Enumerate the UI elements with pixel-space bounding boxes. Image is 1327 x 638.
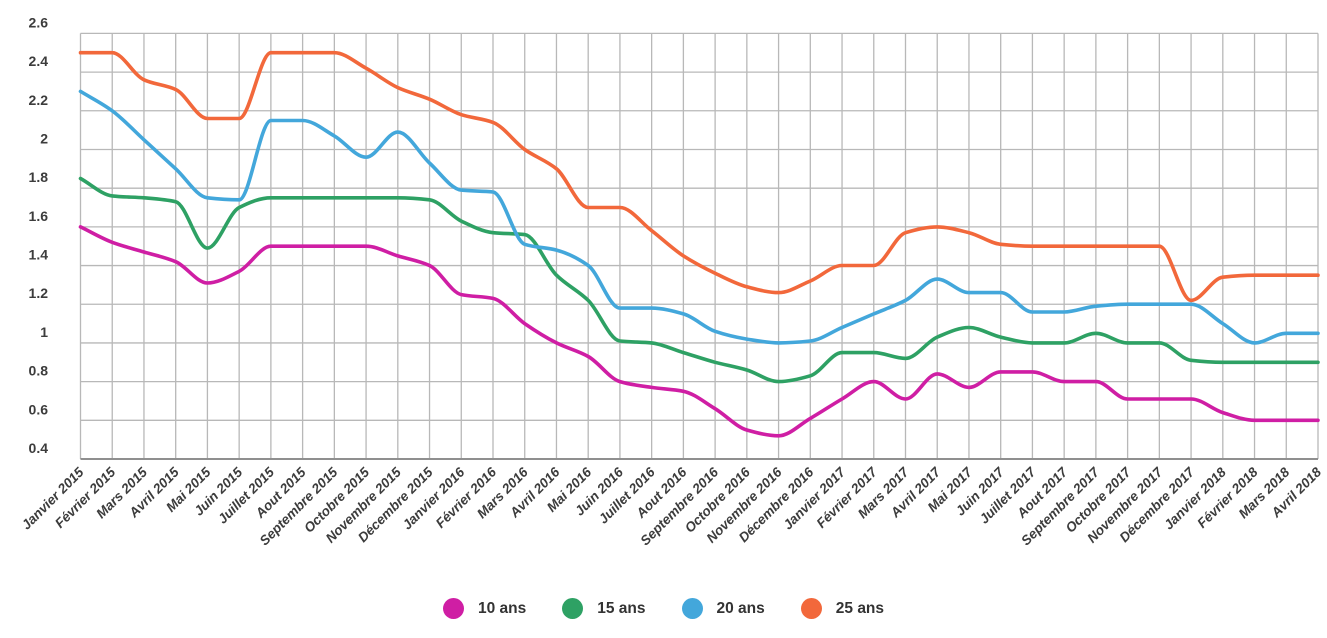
y-axis-tick-label: 1.2 xyxy=(29,285,49,301)
y-axis-tick-label: 2 xyxy=(40,130,48,146)
chart-legend: 10 ans 15 ans 20 ans 25 ans xyxy=(0,598,1327,619)
legend-label-10-ans: 10 ans xyxy=(477,599,527,617)
y-axis-tick-label: 0.8 xyxy=(29,363,49,379)
y-axis-tick-label: 2.6 xyxy=(29,14,49,30)
legend-label-20-ans: 20 ans xyxy=(716,599,765,617)
y-axis-tick-label: 0.6 xyxy=(29,401,49,417)
legend-item-10-ans[interactable]: 10 ans xyxy=(442,598,527,619)
y-axis-tick-label: 2.4 xyxy=(29,53,49,69)
legend-item-15-ans[interactable]: 15 ans xyxy=(562,598,646,619)
y-axis-tick-label: 1 xyxy=(40,324,48,340)
legend-item-25-ans[interactable]: 25 ans xyxy=(800,598,885,619)
series-line-15-ans xyxy=(78,176,1320,384)
y-axis-tick-label: 1.8 xyxy=(29,169,49,185)
legend-label-25-ans: 25 ans xyxy=(835,599,885,617)
legend-label-15-ans: 15 ans xyxy=(597,599,646,617)
y-axis-labels: 2.6 2.4 2.2 2 1.8 1.6 1.4 1.2 1 0.8 0.6 0.4 xyxy=(29,14,49,456)
series-lines xyxy=(78,50,1320,438)
series-line-25-ans xyxy=(78,50,1320,303)
y-axis-tick-label: 1.4 xyxy=(29,247,49,263)
legend-swatch-10-ans-icon xyxy=(442,598,464,619)
series-line-10-ans xyxy=(78,225,1320,438)
gridlines xyxy=(79,32,1319,460)
legend-swatch-25-ans-icon xyxy=(800,598,822,619)
legend-item-20-ans[interactable]: 20 ans xyxy=(681,598,765,619)
y-axis-tick-label: 0.4 xyxy=(29,440,49,456)
series-line-20-ans xyxy=(78,89,1320,345)
y-axis-tick-label: 2.2 xyxy=(29,92,49,108)
y-axis-tick-label: 1.6 xyxy=(29,208,49,224)
legend-swatch-20-ans-icon xyxy=(681,598,703,619)
legend-swatch-15-ans-icon xyxy=(562,598,584,619)
